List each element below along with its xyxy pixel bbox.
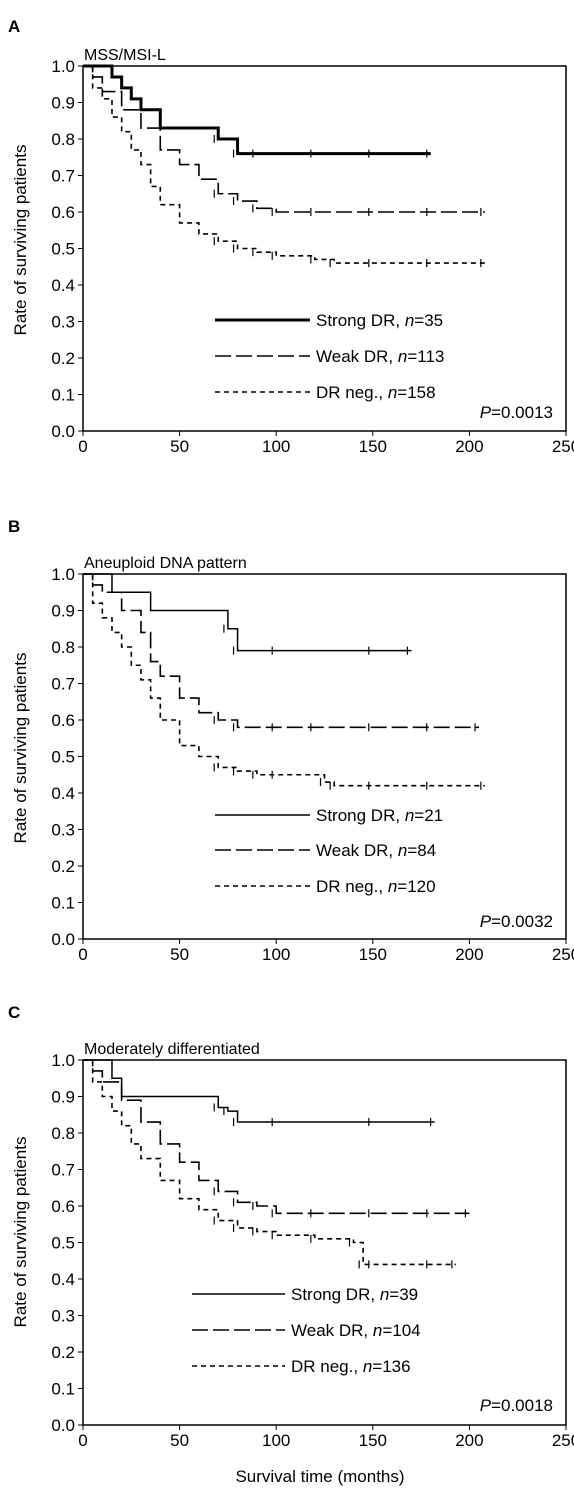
y-tick-label: 0.0: [51, 422, 75, 441]
legend-label-b-2: Weak DR, n=84: [316, 841, 436, 860]
y-tick-label: 0.5: [51, 748, 75, 767]
y-tick-label: 0.3: [51, 821, 75, 840]
legend-label-c-2: Weak DR, n=104: [291, 1321, 421, 1340]
legend-label-c-3: DR neg., n=136: [291, 1357, 411, 1376]
y-tick-label: 0.8: [51, 638, 75, 657]
y-tick-label: 1.0: [51, 565, 75, 584]
x-tick-label: 250: [552, 1431, 574, 1450]
y-tick-label: 0.8: [51, 130, 75, 149]
x-tick-label: 200: [455, 1431, 483, 1450]
km-curve-a-1: [83, 64, 431, 156]
y-tick-label: 0.3: [51, 1307, 75, 1326]
x-tick-label: 150: [359, 1431, 387, 1450]
x-tick-label: 150: [359, 945, 387, 964]
legend-label-b-3: DR neg., n=120: [316, 877, 436, 896]
km-curve-c-1: [83, 1059, 435, 1123]
panel-a: 0.0 0.1 0.2 0.3 0.4 0.5 0.6 0.7 0.8 0.9 1.0 0 50 100 1…: [51, 57, 574, 456]
km-curve-c-2: [83, 1059, 470, 1215]
x-tick-label: 100: [262, 945, 290, 964]
y-tick-label: 0.7: [51, 167, 75, 186]
y-tick-label: 0.5: [51, 240, 75, 259]
y-tick-label: 0.6: [51, 1197, 75, 1216]
y-tick-label: 0.1: [51, 386, 75, 405]
x-tick-label: 250: [552, 437, 574, 456]
legend-label-b-1: Strong DR, n=21: [316, 806, 443, 825]
y-tick-label: 0.2: [51, 857, 75, 876]
x-tick-label: 0: [78, 945, 87, 964]
p-value-b: P=0.0032: [480, 912, 553, 931]
y-tick-label: 0.7: [51, 675, 75, 694]
y-tick-label: 1.0: [51, 1051, 75, 1070]
x-tick-label: 150: [359, 437, 387, 456]
y-tick-label: 0.9: [51, 94, 75, 113]
y-tick-label: 0.4: [51, 1270, 75, 1289]
y-tick-label: 0.0: [51, 1416, 75, 1435]
y-tick-label: 0.8: [51, 1124, 75, 1143]
panel-b-ylabel: Rate of surviving patients: [11, 653, 30, 844]
x-tick-label: 50: [170, 945, 189, 964]
panel-b: 0.0 0.1 0.2 0.3 0.4 0.5 0.6 0.7 0.8 0.9 1.0 0 50 100 1…: [51, 565, 574, 964]
panel-b-title: Aneuploid DNA pattern: [84, 555, 247, 572]
legend-label-a-2: Weak DR, n=113: [316, 347, 444, 366]
x-axis-label: Survival time (months): [235, 1467, 404, 1486]
panel-c-title: Moderately differentiated: [84, 1041, 260, 1058]
y-tick-label: 0.0: [51, 930, 75, 949]
km-curve-a-2: [83, 65, 485, 213]
x-tick-label: 100: [262, 437, 290, 456]
y-tick-label: 0.1: [51, 894, 75, 913]
x-tick-label: 0: [78, 1431, 87, 1450]
panel-a-title: MSS/MSI-L: [84, 47, 166, 64]
y-tick-label: 0.7: [51, 1161, 75, 1180]
km-curve-b-3: [83, 573, 485, 787]
x-tick-label: 200: [455, 945, 483, 964]
x-tick-label: 100: [262, 1431, 290, 1450]
legend-label-a-1: Strong DR, n=35: [316, 311, 443, 330]
km-curve-a-3: [83, 65, 485, 264]
km-curve-c-3: [83, 1059, 456, 1266]
x-tick-label: 200: [455, 437, 483, 456]
panel-a-frame: [82, 65, 567, 432]
panel-letter-a: A: [8, 17, 20, 36]
panel-letter-b: B: [8, 517, 20, 536]
y-tick-label: 0.6: [51, 711, 75, 730]
x-tick-label: 50: [170, 1431, 189, 1450]
y-tick-label: 0.2: [51, 1343, 75, 1362]
y-tick-label: 0.6: [51, 203, 75, 222]
km-curve-b-1: [83, 573, 412, 652]
x-tick-label: 250: [552, 945, 574, 964]
legend-label-c-1: Strong DR, n=39: [291, 1285, 418, 1304]
y-tick-label: 0.9: [51, 1088, 75, 1107]
y-tick-label: 0.5: [51, 1234, 75, 1253]
panel-a-ylabel: Rate of surviving patients: [11, 145, 30, 336]
legend-label-a-3: DR neg., n=158: [316, 383, 436, 402]
y-tick-label: 0.3: [51, 313, 75, 332]
y-tick-label: 0.9: [51, 602, 75, 621]
y-tick-label: 0.4: [51, 276, 75, 295]
y-tick-label: 0.2: [51, 349, 75, 368]
x-tick-label: 50: [170, 437, 189, 456]
y-tick-label: 1.0: [51, 57, 75, 76]
x-tick-label: 0: [78, 437, 87, 456]
charts-group: 0.0 0.1 0.2 0.3 0.4 0.5 0.6 0.7 0.8 0.9 1.0 0 50 100 1…: [51, 57, 574, 1450]
km-curve-b-2: [83, 573, 480, 729]
y-tick-label: 0.1: [51, 1380, 75, 1399]
p-value-a: P=0.0013: [480, 403, 553, 422]
panel-c: 0.0 0.1 0.2 0.3 0.4 0.5 0.6 0.7 0.8 0.9 1.0 0 50 100 1…: [51, 1051, 574, 1450]
panel-c-ylabel: Rate of surviving patients: [11, 1137, 30, 1328]
p-value-c: P=0.0018: [480, 1396, 553, 1415]
y-tick-label: 0.4: [51, 784, 75, 803]
panel-letter-c: C: [8, 1003, 20, 1022]
